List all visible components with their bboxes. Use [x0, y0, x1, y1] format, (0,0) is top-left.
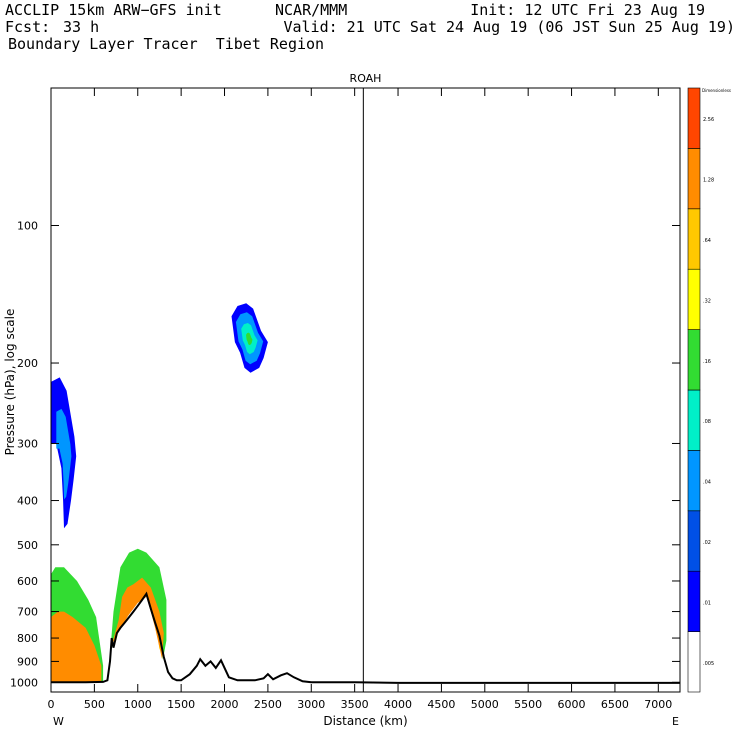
colorbar-label: .32	[703, 298, 711, 304]
init-label: Init: 12 UTC Fri 23 Aug 19	[470, 1, 705, 19]
y-tick-label: 100	[17, 220, 38, 233]
x-tick-label: 3000	[297, 698, 325, 711]
fcst-label: Fcst:	[5, 18, 51, 36]
colorbar-swatch	[687, 87, 701, 149]
colorbar-label: .08	[703, 419, 711, 425]
colorbar-swatch	[687, 148, 701, 210]
x-tick-label: 1000	[124, 698, 152, 711]
colorbar-swatch	[687, 329, 701, 391]
x-axis-label: Distance (km)	[323, 714, 407, 728]
x-tick-label: 7000	[644, 698, 672, 711]
chart-title: ROAH	[350, 72, 382, 85]
y-tick-label: 500	[17, 539, 38, 552]
model-label: ACCLIP 15km ARW−GFS init	[5, 1, 222, 19]
y-tick-label: 400	[17, 495, 38, 508]
colorbar-swatch	[687, 389, 701, 451]
x-tick-label: 6000	[558, 698, 586, 711]
terrain-line	[51, 591, 680, 684]
colorbar-label: 1.28	[703, 178, 714, 184]
x-tick-label: 6500	[601, 698, 629, 711]
colorbar: .005 .01 .02 .04 .08 .16 .32 .64 1.28 2.56 Dimensi…	[687, 87, 731, 693]
colorbar-label: .02	[703, 540, 711, 546]
colorbar-label: .01	[703, 600, 711, 606]
fcst-value: 33 h	[63, 18, 100, 36]
colorbar-label: 2.56	[703, 117, 714, 123]
y-tick-label: 800	[17, 632, 38, 645]
x-tick-label: 4500	[427, 698, 455, 711]
x-tick-label: 4000	[384, 698, 412, 711]
x-tick-label: 1500	[167, 698, 195, 711]
x-tick-label: 500	[84, 698, 105, 711]
y-tick-label: 700	[17, 606, 38, 619]
valid-label: Valid: 21 UTC Sat 24 Aug 19 (06 JST Sun …	[283, 18, 735, 36]
y-axis-label: Pressure (hPa), log scale	[3, 309, 17, 456]
tracer-region-1	[111, 577, 164, 660]
axis-ticks: 0 500 1000 1500 2000 2500 3000 3500 4000 4500 5000…	[10, 88, 680, 711]
tracer-fills	[51, 303, 268, 683]
x-tick-label: 0	[48, 698, 55, 711]
colorbar-swatch	[687, 510, 701, 572]
y-tick-label: 600	[17, 575, 38, 588]
product-label: Boundary Layer Tracer Tibet Region	[8, 35, 325, 53]
colorbar-label: .16	[703, 359, 711, 365]
x-end-label-east: E	[672, 715, 679, 728]
colorbar-swatch	[687, 450, 701, 512]
x-tick-label: 5500	[514, 698, 542, 711]
colorbar-label: .005	[703, 661, 714, 667]
colorbar-top-label: Dimensionless	[702, 88, 731, 93]
y-tick-label: 900	[17, 655, 38, 668]
y-tick-label: 1000	[10, 676, 38, 689]
colorbar-label: .64	[703, 238, 711, 244]
x-end-label-west: W	[53, 715, 64, 728]
x-tick-label: 5000	[471, 698, 499, 711]
tracer-accent-3	[246, 332, 253, 346]
colorbar-swatch	[687, 570, 701, 632]
tracer-region-0	[51, 611, 102, 683]
x-tick-label: 3500	[341, 698, 369, 711]
tracer-accent-0	[56, 408, 72, 500]
y-tick-label: 300	[17, 437, 38, 450]
org-label: NCAR/MMM	[275, 1, 348, 19]
colorbar-label: .04	[703, 480, 711, 486]
colorbar-swatch	[687, 631, 701, 693]
x-tick-label: 2500	[254, 698, 282, 711]
y-tick-label: 200	[17, 357, 38, 370]
colorbar-swatch	[687, 268, 701, 330]
colorbar-swatch	[687, 208, 701, 270]
x-tick-label: 2000	[211, 698, 239, 711]
tracer-region-3	[110, 548, 167, 660]
plot-frame	[50, 87, 681, 693]
